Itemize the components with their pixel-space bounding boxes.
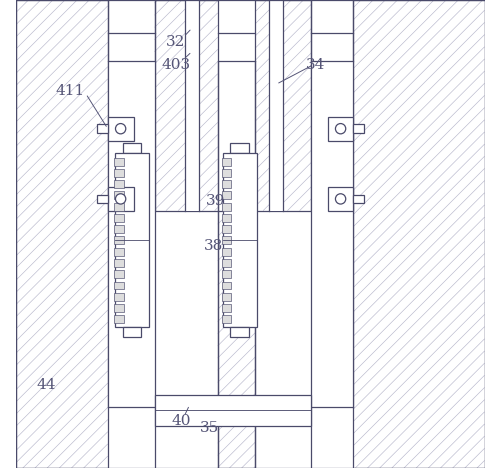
Bar — [222, 180, 231, 188]
Bar — [114, 304, 124, 312]
Bar — [114, 293, 124, 300]
Bar — [222, 169, 231, 177]
Bar — [218, 211, 255, 468]
Bar — [108, 117, 133, 141]
Bar — [269, 0, 283, 211]
Text: 403: 403 — [161, 58, 190, 72]
Bar — [114, 191, 124, 199]
Bar — [114, 270, 124, 278]
Bar — [114, 282, 124, 289]
Bar — [222, 203, 231, 211]
Bar — [155, 395, 311, 426]
Bar — [17, 0, 108, 468]
Bar — [328, 187, 354, 211]
Bar — [354, 124, 364, 133]
Bar — [155, 0, 218, 211]
Bar — [123, 327, 141, 337]
Bar — [114, 158, 124, 166]
Circle shape — [336, 124, 346, 134]
Bar — [222, 191, 231, 199]
Bar — [354, 195, 364, 203]
Bar — [98, 195, 108, 203]
Bar — [230, 143, 249, 153]
Bar — [123, 143, 141, 153]
Text: 39: 39 — [206, 194, 225, 208]
Bar — [98, 124, 108, 133]
Bar — [223, 153, 257, 327]
Bar — [114, 225, 124, 233]
Bar — [115, 153, 149, 327]
Bar — [222, 225, 231, 233]
Bar — [114, 169, 124, 177]
Bar — [354, 0, 484, 468]
Text: 38: 38 — [203, 239, 222, 253]
Bar — [222, 259, 231, 267]
Bar — [311, 61, 354, 407]
Text: 34: 34 — [306, 58, 326, 72]
Text: 40: 40 — [171, 414, 191, 428]
Circle shape — [116, 124, 126, 134]
Bar — [108, 61, 155, 407]
Bar — [218, 211, 255, 468]
Bar — [114, 214, 124, 222]
Bar — [222, 270, 231, 278]
Text: 44: 44 — [36, 378, 56, 392]
Bar — [222, 248, 231, 256]
Bar — [222, 304, 231, 312]
Bar — [114, 315, 124, 323]
Bar — [114, 259, 124, 267]
Bar — [255, 0, 311, 211]
Circle shape — [336, 194, 346, 204]
Bar — [108, 187, 133, 211]
Bar — [222, 214, 231, 222]
Bar — [114, 180, 124, 188]
Bar — [222, 282, 231, 289]
Bar — [255, 0, 311, 211]
Circle shape — [116, 194, 126, 204]
Bar — [17, 0, 108, 468]
Bar — [114, 203, 124, 211]
Bar — [328, 117, 354, 141]
Bar — [222, 158, 231, 166]
Text: 35: 35 — [200, 421, 219, 435]
Text: 32: 32 — [166, 35, 185, 49]
Bar — [114, 248, 124, 256]
Bar — [222, 293, 231, 300]
Bar — [155, 0, 218, 211]
Bar — [222, 315, 231, 323]
Bar — [114, 236, 124, 244]
Bar — [230, 327, 249, 337]
Bar — [222, 236, 231, 244]
Bar — [185, 0, 199, 211]
Bar — [354, 0, 484, 468]
Text: 411: 411 — [56, 84, 85, 98]
